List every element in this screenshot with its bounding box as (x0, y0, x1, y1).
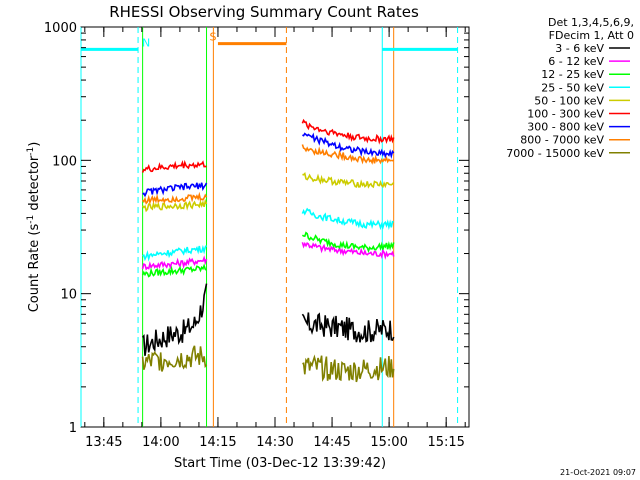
plot-area: N S 1 10 100 1000 13:45 14:00 14:15 14:30 14:45 1… (44, 21, 470, 450)
series-trace (301, 144, 395, 165)
legend-entry-label: 7000 - 15000 keV (506, 147, 604, 160)
chart-title: RHESSI Observing Summary Count Rates (109, 3, 419, 21)
series-line (142, 132, 395, 198)
y-tick-label: 10 (60, 288, 77, 303)
legend-header-line1: Det 1,3,4,5,6,9, (548, 16, 634, 29)
series-trace (302, 354, 395, 383)
x-tick-label: 13:45 (85, 435, 122, 450)
series-trace (141, 191, 208, 205)
series-trace (141, 263, 207, 278)
series-trace (141, 255, 208, 271)
x-tick-label: 15:15 (427, 435, 464, 450)
series-trace (142, 244, 208, 262)
series-trace (141, 345, 208, 372)
timestamp-footer: 21-Oct-2021 09:07 (560, 468, 636, 477)
legend-entry-label: 6 - 12 keV (548, 55, 604, 68)
series-line (141, 283, 395, 356)
series-trace (302, 132, 395, 160)
legend-entry-label: 100 - 300 keV (527, 108, 604, 121)
y-axis-label-sup2: -1 (26, 147, 36, 156)
y-axis-label-sup1: -1 (26, 215, 36, 224)
series-trace (142, 182, 208, 198)
legend-entry-label: 3 - 6 keV (555, 42, 604, 55)
y-tick-label: 100 (52, 154, 77, 169)
series-line (141, 241, 395, 271)
x-tick-label: 15:00 (370, 435, 407, 450)
series-trace (301, 312, 395, 343)
legend-entry-label: 300 - 800 keV (527, 121, 604, 134)
series-trace (141, 198, 208, 213)
x-tick-label: 14:15 (199, 435, 236, 450)
y-axis-label-part1: Count Rate (s (27, 224, 42, 313)
series-line (141, 118, 395, 173)
series-trace (302, 172, 395, 189)
series-trace (141, 159, 207, 173)
series-trace (301, 118, 395, 145)
x-tick-label: 14:45 (313, 435, 350, 450)
y-tick-label: 1000 (44, 21, 77, 36)
legend: Det 1,3,4,5,6,9, FDecim 1, Att 0 3 - 6 k… (506, 16, 634, 160)
series-line (141, 345, 395, 383)
legend-entry-label: 50 - 100 keV (534, 94, 604, 107)
series-trace (301, 207, 394, 231)
x-tick-label: 14:30 (256, 435, 293, 450)
legend-entry-label: 12 - 25 keV (541, 68, 604, 81)
series-trace (301, 231, 395, 254)
x-tick-label: 14:00 (142, 435, 179, 450)
flag-label: S (209, 31, 216, 44)
plot-frame (80, 26, 470, 428)
legend-entry-label: 25 - 50 keV (541, 81, 604, 94)
y-axis-label: Count Rate (s-1 detector-1) (26, 142, 42, 313)
series-trace (141, 283, 208, 356)
series-line (141, 172, 395, 213)
legend-header-line2: FDecim 1, Att 0 (549, 29, 634, 42)
y-tick-label: 1 (69, 421, 77, 436)
series-line (142, 207, 394, 262)
flag-label: N (142, 36, 150, 49)
series-trace (301, 241, 395, 260)
series-line (141, 144, 395, 205)
y-axis-label-part3: ) (27, 142, 42, 147)
y-axis-label-part2: detector (27, 155, 42, 215)
series-line (141, 231, 395, 278)
x-axis-label: Start Time (03-Dec-12 13:39:42) (174, 456, 386, 471)
legend-entry-label: 800 - 7000 keV (520, 134, 604, 147)
